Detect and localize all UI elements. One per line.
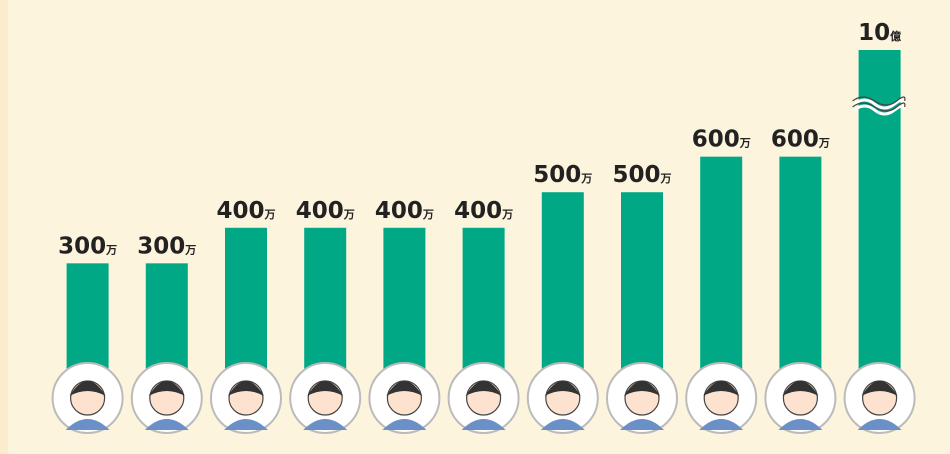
avatar xyxy=(369,363,439,433)
avatar xyxy=(290,363,360,433)
bar xyxy=(859,50,901,370)
avatar xyxy=(449,363,519,433)
bar xyxy=(383,228,425,370)
bar xyxy=(621,192,663,370)
avatar xyxy=(132,363,202,433)
bar xyxy=(779,157,821,370)
bar xyxy=(225,228,267,370)
bar xyxy=(463,228,505,370)
bar xyxy=(700,157,742,370)
avatar xyxy=(686,363,756,433)
avatar xyxy=(607,363,677,433)
chart: 300万300万400万400万400万400万500万500万600万600万… xyxy=(0,0,950,454)
avatar xyxy=(845,363,915,433)
edge xyxy=(0,0,8,454)
avatar xyxy=(211,363,281,433)
bar xyxy=(542,192,584,370)
avatar xyxy=(765,363,835,433)
bar xyxy=(304,228,346,370)
bar xyxy=(146,263,188,370)
avatar xyxy=(528,363,598,433)
avatar xyxy=(53,363,123,433)
bar xyxy=(67,263,109,370)
